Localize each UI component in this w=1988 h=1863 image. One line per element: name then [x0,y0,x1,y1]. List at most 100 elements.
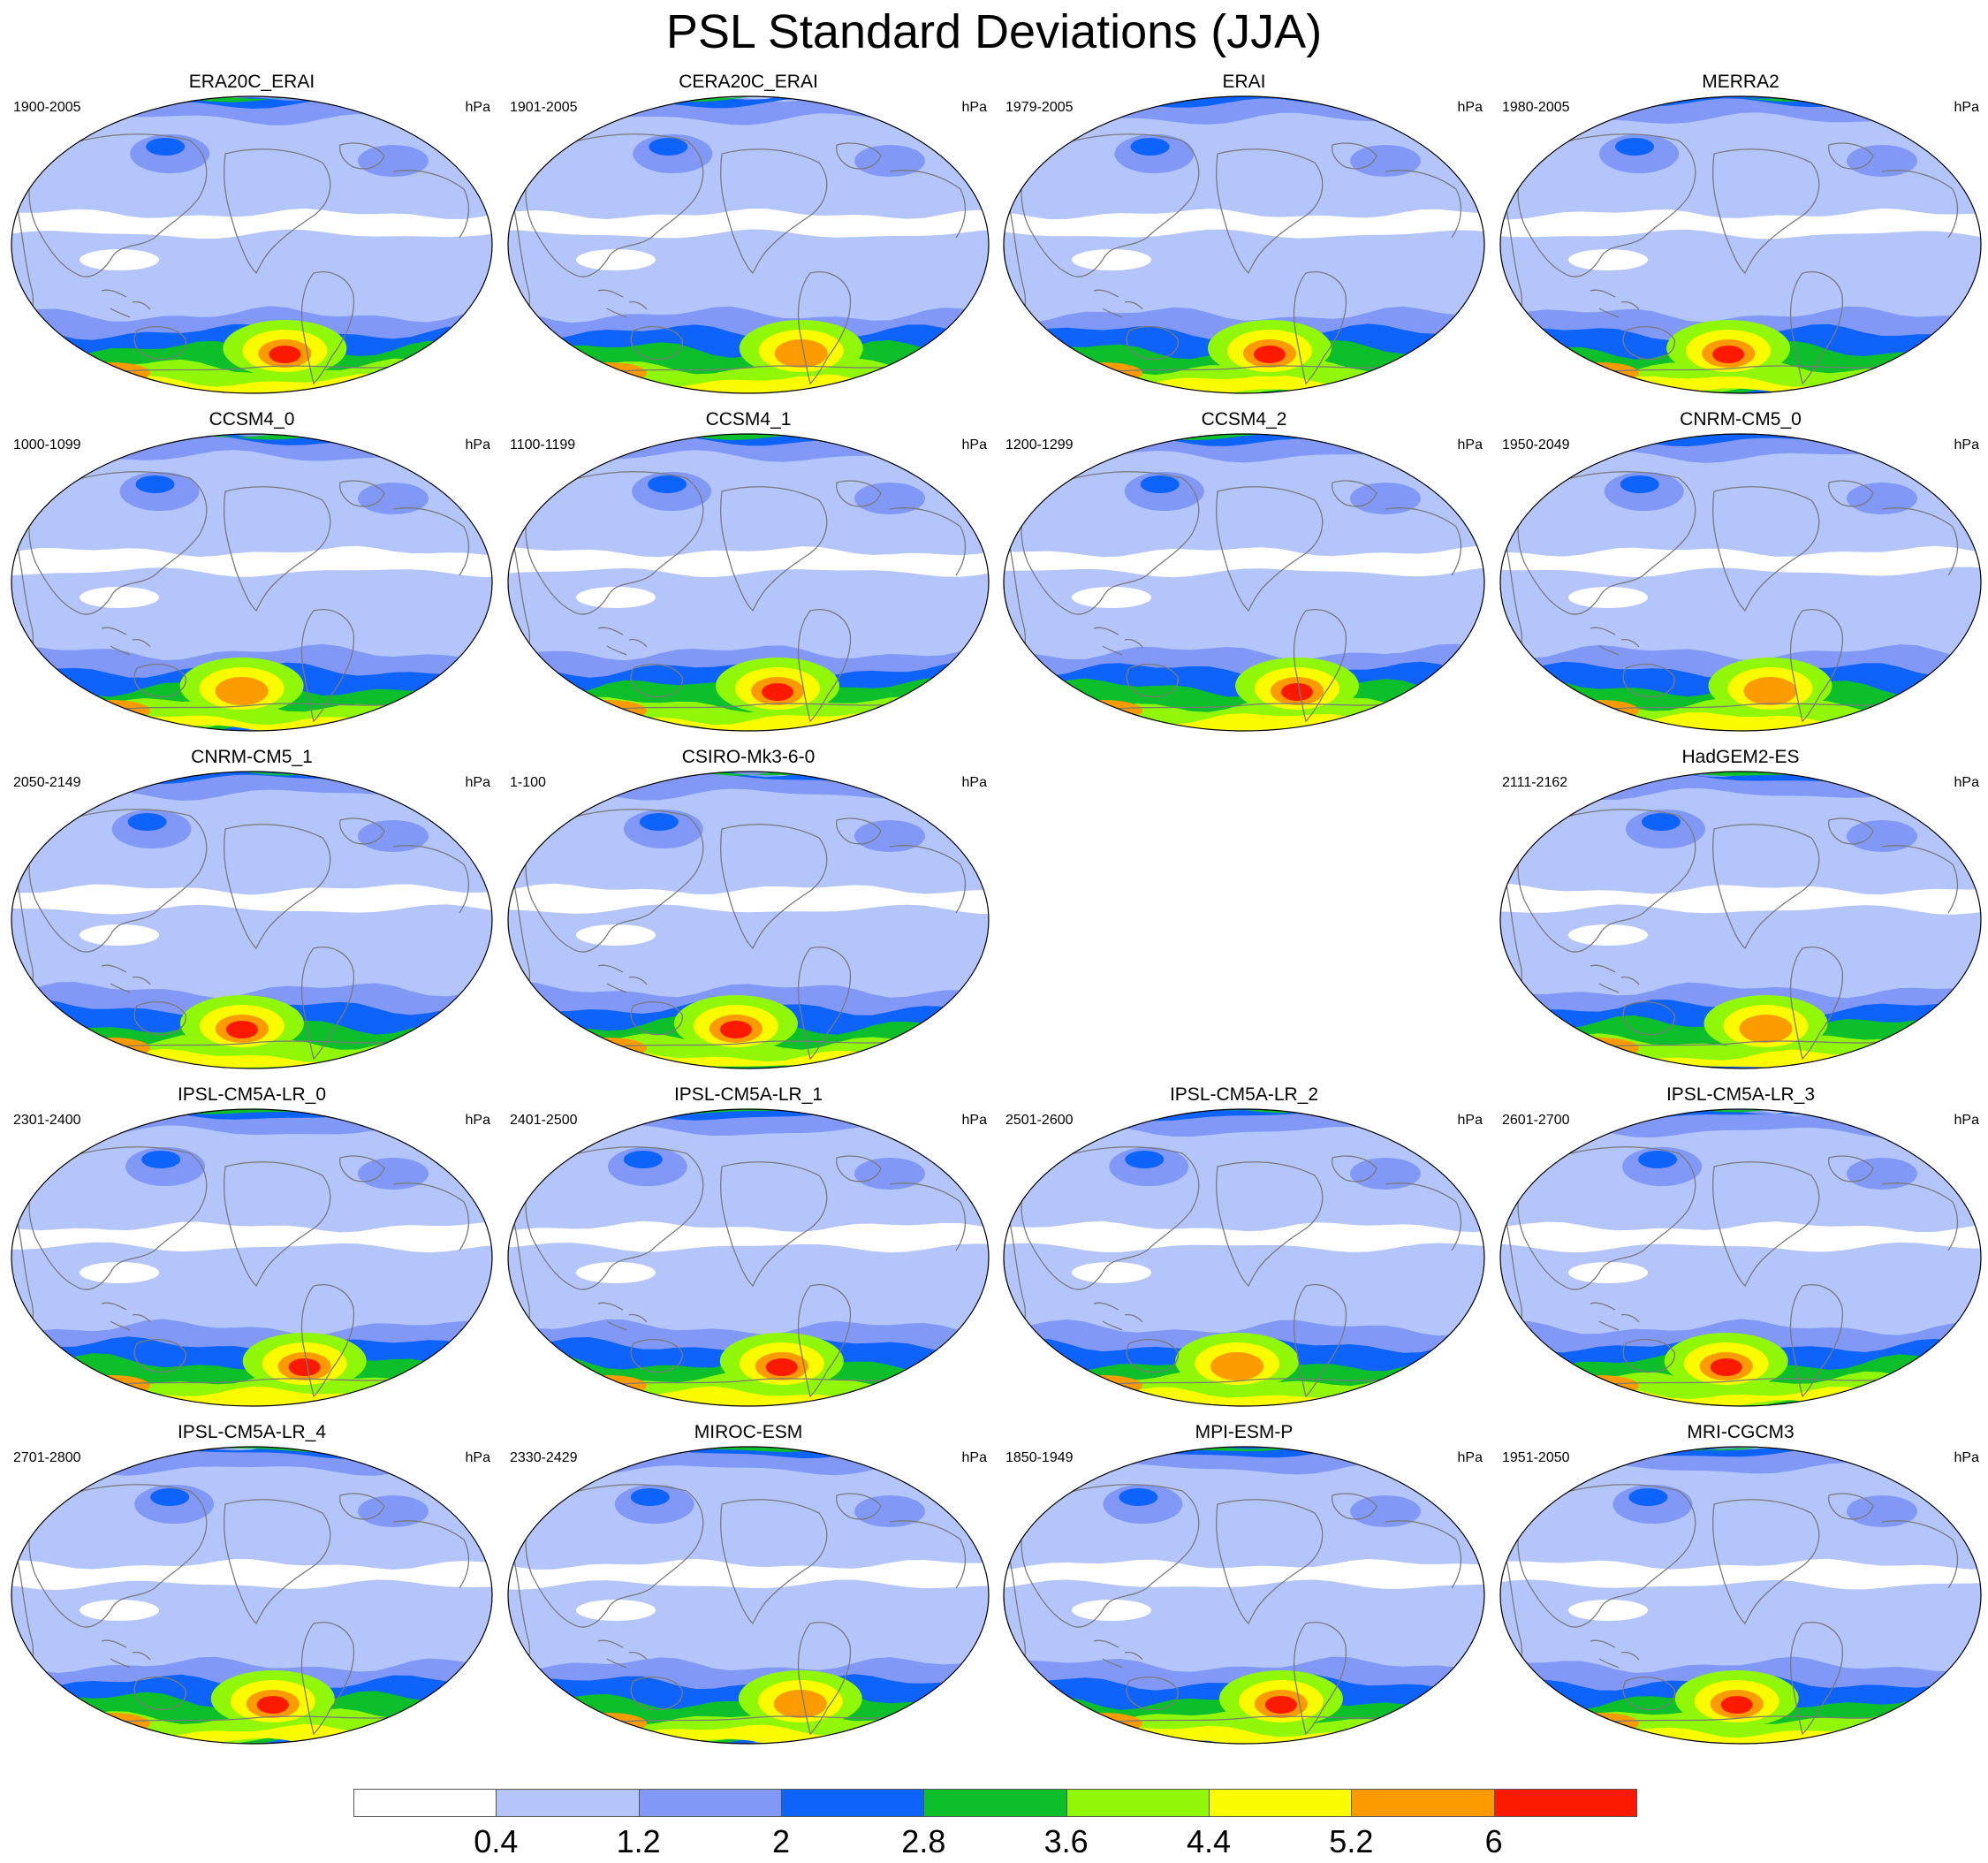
map-border [1499,1446,1982,1745]
map-panel: MIROC-ESM 2330-2429 hPa [501,1421,996,1748]
world-map [1493,430,1988,740]
psl-field [1004,1109,1484,1406]
map-border [11,771,493,1069]
colorbar-swatch [496,1789,640,1817]
panel-period: 1100-1199 [510,437,576,452]
psl-field [1004,434,1484,731]
map-border [11,95,493,394]
world-map [1493,1105,1988,1415]
panel-title: MRI-CGCM3 [1687,1422,1795,1442]
map-panel: IPSL-CM5A-LR_1 2401-2500 hPa [501,1084,996,1411]
map-panel: HadGEM2-ES 2111-2162 hPa [1493,746,1988,1073]
panel-title: IPSL-CM5A-LR_0 [177,1084,327,1105]
map-border [1003,95,1485,394]
psl-field [508,434,989,731]
panel-title: MIROC-ESM [694,1422,803,1442]
colorbar-swatch [638,1789,782,1817]
panel-title: CNRM-CM5_0 [1680,409,1802,430]
map-panel: MRI-CGCM3 1951-2050 hPa [1493,1421,1988,1748]
panel-units: hPa [465,1450,490,1465]
panel-period: 1000-1099 [13,437,81,452]
panel-units: hPa [465,1113,490,1128]
psl-field [1500,1109,1981,1406]
panel-title: CCSM4_2 [1201,409,1287,430]
panel-period: 1901-2005 [510,100,578,115]
world-map [4,1442,499,1753]
colorbar-tick-label: 6 [1484,1823,1503,1859]
colorbar-tick-label: 2 [771,1823,791,1859]
panel-units: hPa [465,775,490,790]
panel-units: hPa [465,437,490,452]
map-panel: CNRM-CM5_1 2050-2149 hPa [4,746,499,1073]
psl-field [508,96,989,393]
panel-period: 2701-2800 [13,1450,81,1465]
psl-field [11,772,492,1068]
world-map [997,1442,1491,1753]
panel-units: hPa [961,1113,987,1128]
panel-period: 1980-2005 [1502,100,1570,115]
panel-period: 1950-2049 [1502,437,1570,452]
panel-title: MPI-ESM-P [1195,1422,1294,1442]
psl-field [11,434,492,731]
map-border [507,771,990,1069]
map-border [507,1446,990,1745]
panel-units: hPa [1954,100,1979,115]
map-panel: ERA20C_ERAI 1900-2005 hPa [4,71,499,398]
panel-units: hPa [1954,437,1979,452]
psl-field [1500,1447,1981,1744]
psl-field [11,1109,492,1406]
map-border [507,1108,990,1407]
psl-field [1004,96,1484,393]
world-map [501,92,996,402]
panel-units: hPa [961,775,987,790]
map-border [1003,1108,1485,1407]
world-map [501,767,996,1077]
map-border [1499,771,1982,1069]
colorbar-swatch [1351,1789,1495,1817]
map-panel: CCSM4_1 1100-1199 hPa [501,408,996,735]
world-map [4,1105,499,1415]
panel-title: IPSL-CM5A-LR_2 [1169,1084,1319,1105]
panel-title: CNRM-CM5_1 [191,747,313,767]
psl-field [1500,772,1981,1068]
colorbar-tick-label: 0.4 [474,1823,519,1859]
panel-units: hPa [1954,1113,1979,1128]
map-border [1499,433,1982,732]
map-border [1499,1108,1982,1407]
map-panel: CERA20C_ERAI 1901-2005 hPa [501,71,996,398]
map-panel: CSIRO-Mk3-6-0 1-100 hPa [501,746,996,1073]
world-map [997,92,1491,402]
colorbar-swatch [781,1789,925,1817]
panel-period: 1850-1949 [1005,1450,1074,1465]
map-border [11,1446,493,1745]
psl-field [11,96,492,393]
panel-period: 1200-1299 [1005,437,1074,452]
map-panel: MERRA2 1980-2005 hPa [1493,71,1988,398]
world-map [997,430,1491,740]
panel-period: 2050-2149 [13,775,81,790]
panel-units: hPa [1457,1113,1483,1128]
panel-title: CERA20C_ERAI [679,72,818,92]
world-map [4,767,499,1077]
colorbar-swatch [1209,1789,1353,1817]
map-border [11,433,493,732]
colorbar-tick-label: 4.4 [1186,1823,1232,1859]
panel-units: hPa [1457,1450,1483,1465]
map-border [1499,95,1982,394]
panel-title: HadGEM2-ES [1681,747,1800,767]
panel-period: 1-100 [510,775,546,790]
panel-period: 1951-2050 [1502,1450,1570,1465]
panel-title: ERAI [1222,72,1266,92]
world-map [501,1105,996,1415]
colorbar-tick-label: 5.2 [1329,1823,1374,1859]
panel-period: 2301-2400 [13,1113,81,1128]
world-map [1493,767,1988,1077]
panel-period: 2601-2700 [1502,1113,1570,1128]
psl-field [1500,96,1981,393]
map-panel: IPSL-CM5A-LR_4 2701-2800 hPa [4,1421,499,1748]
map-border [1003,433,1485,732]
map-border [507,433,990,732]
world-map [997,1105,1491,1415]
panel-period: 1900-2005 [13,100,81,115]
panel-title: CSIRO-Mk3-6-0 [681,747,816,767]
